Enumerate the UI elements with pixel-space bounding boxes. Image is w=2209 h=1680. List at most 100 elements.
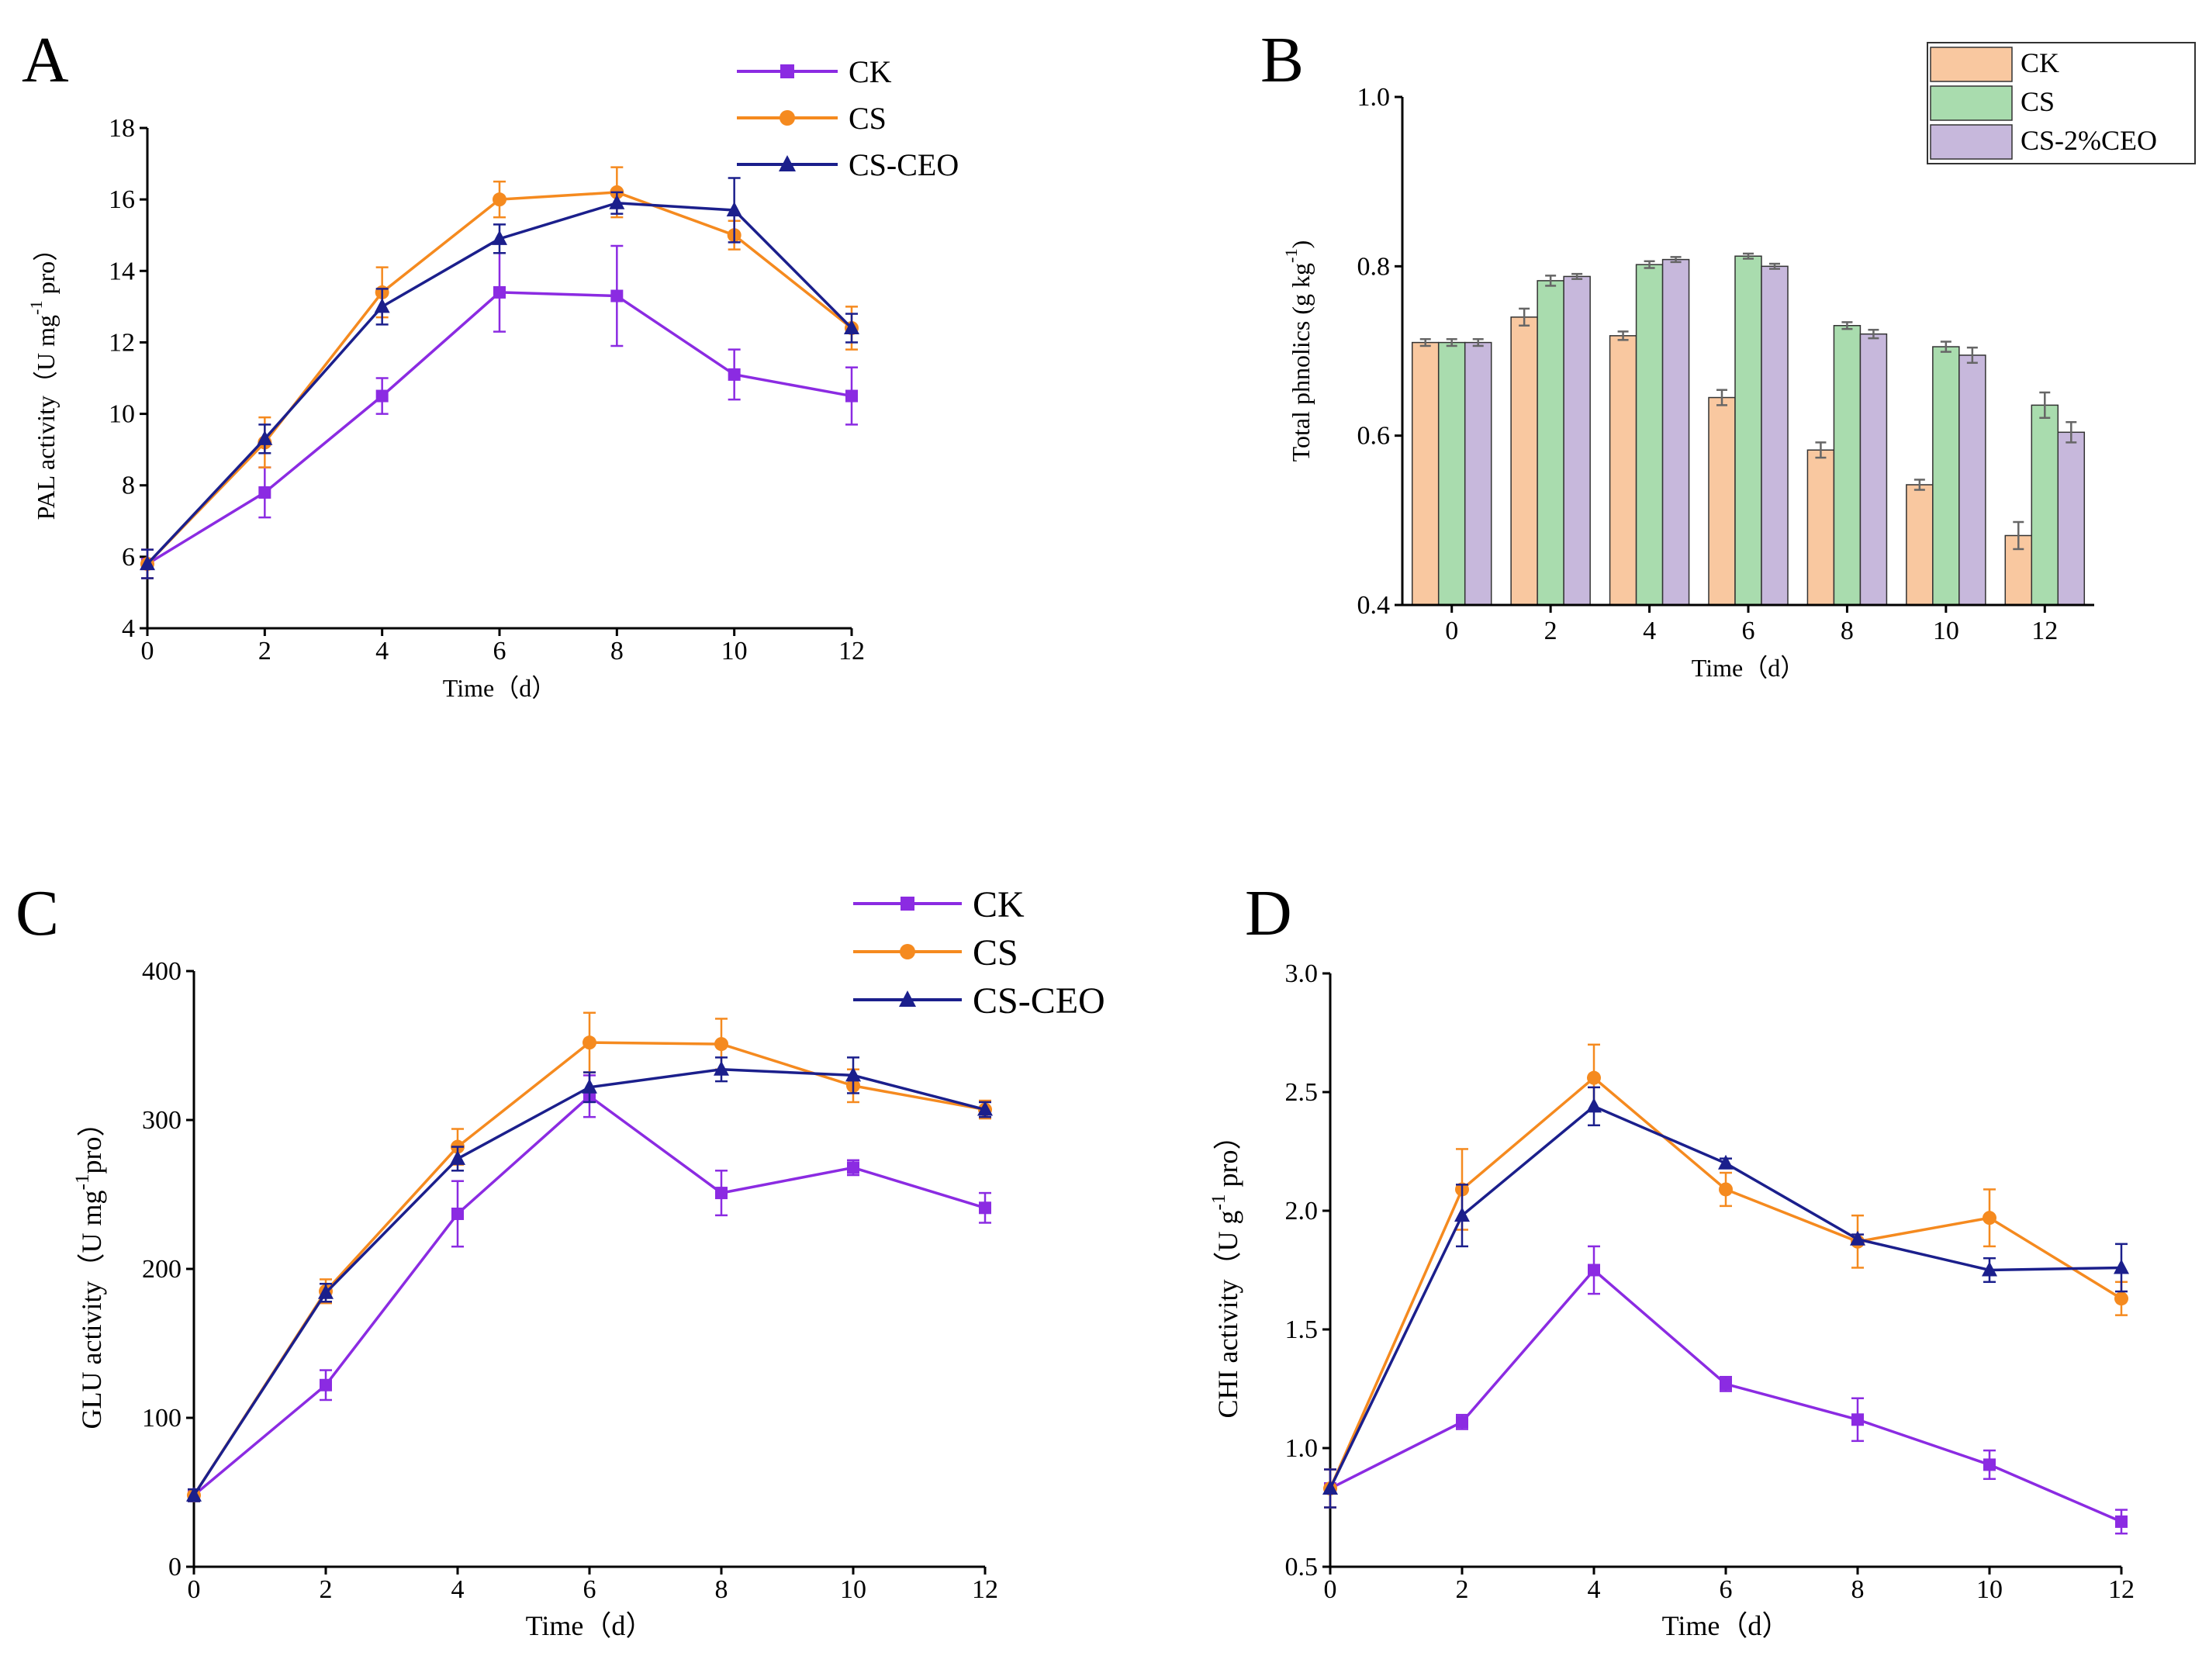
x-tick-label: 2 — [1544, 617, 1557, 645]
marker-triangle — [492, 230, 507, 245]
x-tick-label: 6 — [1720, 1575, 1733, 1604]
marker-triangle — [1322, 1480, 1338, 1495]
bar — [1635, 264, 1664, 606]
marker-square — [979, 1201, 991, 1215]
panel-letter-c: C — [16, 877, 59, 949]
legend-item-ck: CK — [853, 884, 1025, 925]
bar — [1708, 396, 1736, 606]
bar — [1537, 280, 1564, 606]
x-tick-label: 10 — [1976, 1575, 2003, 1604]
marker-square — [780, 64, 794, 78]
bar — [1464, 341, 1492, 606]
x-axis-title: Time（d） — [1662, 1610, 1790, 1641]
marker-square — [610, 289, 624, 302]
bar — [1932, 346, 1960, 606]
marker-circle — [493, 192, 506, 207]
bar — [1761, 265, 1789, 606]
y-tick-label: 100 — [142, 1404, 181, 1433]
x-axis-title: Time（d） — [1692, 654, 1805, 682]
marker-triangle — [1586, 1098, 1602, 1113]
x-tick-label: 10 — [721, 637, 748, 665]
y-axis-title-main: PAL activity（U mg — [32, 315, 60, 520]
panel-a-pal-chart: 4 6 8 10 12 14 16 18 0 2 4 6 8 10 12 Time（d） PAL activit… — [26, 54, 959, 702]
x-tick-label: 8 — [610, 637, 624, 665]
x-tick-label: 10 — [840, 1575, 866, 1604]
bar-series-1 — [1437, 252, 2059, 606]
y-axis-title-sup: -1 — [1281, 248, 1301, 263]
legend-label: CK — [849, 54, 892, 89]
y-tick-label: 2.0 — [1285, 1197, 1319, 1225]
legend-label: CS — [849, 101, 887, 136]
series-ck — [188, 1074, 991, 1502]
y-tick-label: 1.5 — [1285, 1315, 1319, 1344]
y-tick-label: 0 — [168, 1553, 181, 1581]
x-tick-label: 8 — [1841, 617, 1854, 645]
marker-square — [493, 285, 506, 299]
y-tick-label: 3.0 — [1285, 959, 1319, 988]
y-tick-label: 300 — [142, 1106, 181, 1135]
bar — [1906, 484, 1934, 606]
panel-letter-a: A — [22, 24, 69, 96]
marker-triangle — [1850, 1230, 1865, 1246]
y-axis-title-tail: pro） — [1212, 1122, 1243, 1194]
y-axis-title-sup: -1 — [72, 1174, 93, 1191]
marker-circle — [1719, 1182, 1733, 1197]
panel-letter-b: B — [1260, 24, 1304, 96]
marker-triangle — [186, 1486, 202, 1502]
marker-triangle — [1982, 1261, 1997, 1277]
x-tick-label: 2 — [1456, 1575, 1469, 1604]
marker-triangle — [582, 1078, 597, 1094]
y-tick-label: 0.4 — [1357, 591, 1391, 620]
marker-square — [1588, 1263, 1600, 1277]
x-tick-label: 6 — [493, 637, 506, 665]
y-tick-label: 200 — [142, 1255, 181, 1284]
y-tick-label: 10 — [109, 400, 135, 429]
x-axis-title: Time（d） — [443, 674, 556, 702]
marker-triangle — [450, 1149, 465, 1165]
x-tick-label: 10 — [1933, 617, 1959, 645]
y-tick-label: 16 — [109, 185, 135, 214]
y-tick-label: 6 — [122, 543, 135, 572]
y-axis-title-main: CHI activity（U g — [1212, 1211, 1243, 1419]
marker-circle — [900, 944, 915, 959]
y-tick-label: 8 — [122, 472, 135, 500]
marker-square — [847, 1161, 859, 1174]
marker-triangle — [1454, 1207, 1470, 1222]
marker-triangle — [257, 430, 273, 445]
y-axis-title-main: GLU activity（U mg — [76, 1191, 107, 1429]
marker-square — [901, 897, 914, 911]
y-axis-title: GLU activity（U mg-1pro） — [72, 1109, 107, 1429]
panel-d-chi-chart: 0.5 1.0 1.5 2.0 2.5 3.0 0 2 4 6 8 10 12 Time（d） CHI ac… — [1208, 959, 2135, 1641]
y-tick-label: 400 — [142, 957, 181, 986]
panel-b-phenolics-chart: 0.4 0.6 0.8 1.0 0 2 4 6 8 10 12 Time（d） Total phnoli… — [1281, 42, 2196, 682]
x-tick-label: 6 — [583, 1575, 596, 1604]
bar — [1806, 449, 1835, 606]
marker-square — [845, 389, 858, 403]
marker-circle — [1983, 1211, 1996, 1225]
y-tick-label: 12 — [109, 328, 135, 357]
y-tick-label: 0.6 — [1357, 422, 1391, 451]
marker-triangle — [779, 155, 796, 171]
marker-square — [728, 368, 741, 381]
x-tick-label: 4 — [451, 1575, 465, 1604]
marker-square — [320, 1378, 332, 1391]
x-tick-label: 4 — [1588, 1575, 1601, 1604]
y-tick-label: 2.5 — [1285, 1078, 1319, 1107]
x-tick-label: 4 — [375, 637, 389, 665]
legend-item-ck: CK — [737, 54, 892, 89]
legend: CK CS CS-2%CEO — [1927, 42, 2196, 164]
y-tick-label: 1.0 — [1285, 1434, 1319, 1463]
series-line — [192, 1067, 986, 1496]
bar — [1411, 341, 1440, 606]
x-tick-label: 8 — [715, 1575, 728, 1604]
series-ck — [141, 244, 858, 579]
series-line — [147, 291, 852, 565]
y-tick-label: 0.8 — [1357, 252, 1391, 281]
marker-triangle — [609, 194, 625, 209]
series-cs — [1323, 1043, 2128, 1509]
marker-square — [2115, 1515, 2128, 1528]
legend-label: CS-2%CEO — [2021, 125, 2157, 156]
x-tick-label: 12 — [972, 1575, 998, 1604]
y-tick-label: 4 — [122, 614, 135, 643]
marker-triangle — [318, 1284, 334, 1299]
